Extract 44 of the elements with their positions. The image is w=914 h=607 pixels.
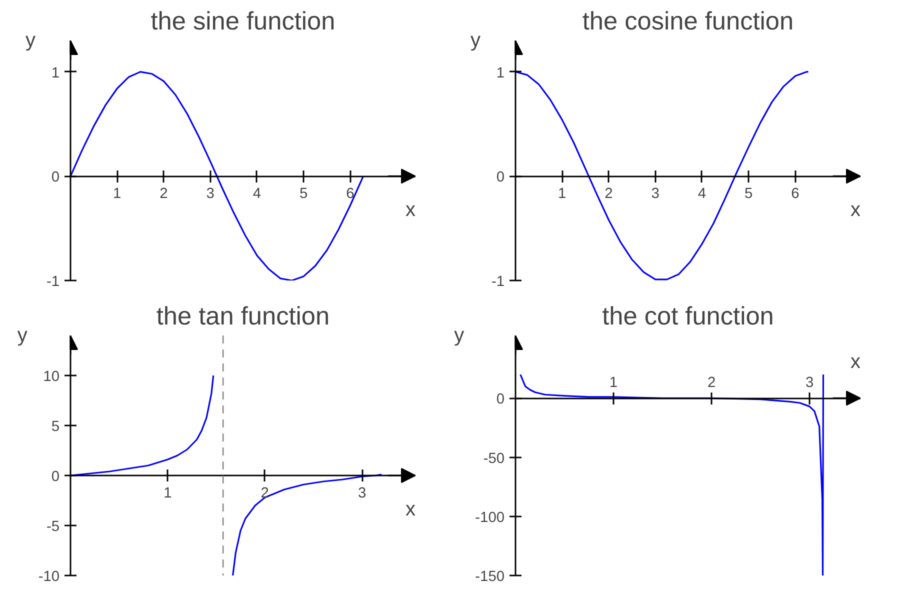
chart-title: the cot function <box>602 302 774 330</box>
x-tick-label: 6 <box>346 186 354 202</box>
y-tick-label: -5 <box>46 519 60 535</box>
x-tick-label: 5 <box>300 186 308 202</box>
y-axis-title: y <box>25 30 36 52</box>
y-tick-label: -1 <box>491 274 505 290</box>
x-tick-label: 4 <box>252 186 262 202</box>
y-tick-label: -10 <box>38 569 60 585</box>
x-axis-title: x <box>406 199 416 222</box>
y-tick-label: 0 <box>51 469 60 485</box>
y-tick-label: 1 <box>496 65 505 82</box>
x-tick-label: 4 <box>698 186 706 202</box>
x-tick-label: 3 <box>651 186 660 202</box>
y-tick-label: -100 <box>475 510 505 526</box>
x-tick-label: 3 <box>805 375 814 392</box>
y-tick-label: 0 <box>496 170 505 186</box>
x-axis-title: x <box>406 498 416 520</box>
x-tick-label: 2 <box>707 375 716 392</box>
y-tick-label: 1 <box>51 65 60 82</box>
y-tick-label: -150 <box>475 569 505 585</box>
x-tick-label: 5 <box>744 186 753 202</box>
x-axis-title: x <box>850 351 860 374</box>
x-tick-label: 1 <box>113 186 122 202</box>
y-axis-title: y <box>17 324 28 346</box>
x-tick-label: 3 <box>358 486 366 502</box>
y-tick-label: -1 <box>46 274 60 290</box>
y-tick-label: 0 <box>51 170 60 186</box>
x-tick-label: 6 <box>791 186 800 202</box>
chart-title: the tan function <box>156 302 330 330</box>
y-tick-label: 10 <box>43 369 60 385</box>
x-axis-title: x <box>850 199 860 222</box>
x-tick-label: 1 <box>609 375 618 392</box>
x-tick-label: 3 <box>206 186 214 202</box>
y-tick-label: 5 <box>51 419 60 435</box>
y-axis-title: y <box>470 30 480 52</box>
y-tick-label: 0 <box>496 392 505 408</box>
y-tick-label: -50 <box>483 450 505 467</box>
x-tick-label: 2 <box>604 186 613 202</box>
chart-title: the sine function <box>150 8 336 36</box>
chart-title: the cosine function <box>582 8 794 36</box>
x-tick-label: 1 <box>558 186 566 202</box>
x-tick-label: 2 <box>160 186 168 202</box>
y-axis-title: y <box>454 324 464 346</box>
x-tick-label: 1 <box>164 486 172 502</box>
